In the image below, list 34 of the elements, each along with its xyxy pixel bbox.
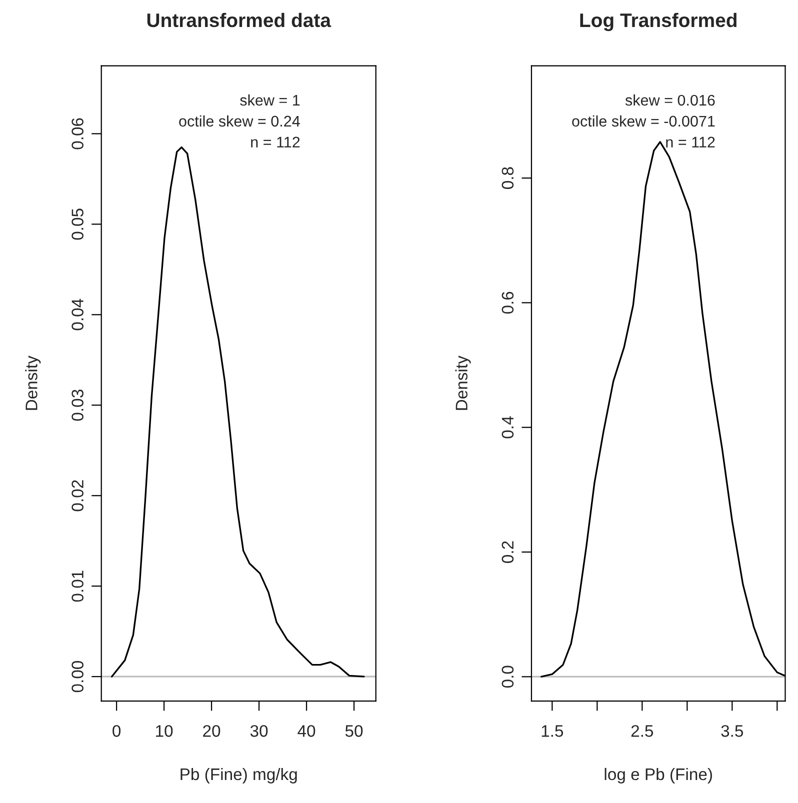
x-tick-label: 3.5: [721, 725, 744, 737]
y-axis-title: Density: [25, 356, 41, 410]
y-tick-label: 0.0: [502, 666, 514, 688]
y-axis-title: Density: [455, 356, 471, 410]
y-tick-label: 0.05: [72, 208, 84, 240]
chart-title: Log Transformed: [580, 12, 736, 32]
y-tick-label: 0.6: [502, 292, 514, 314]
x-axis-title: log e Pb (Fine): [604, 768, 712, 784]
y-tick-label: 0.02: [72, 480, 84, 512]
y-tick-label: 0.4: [502, 416, 514, 438]
x-tick-label: 40: [298, 725, 316, 737]
annotation: n = 112: [666, 136, 715, 148]
annotation: octile skew = -0.0071: [572, 115, 715, 127]
annotation: n = 112: [251, 136, 300, 148]
y-tick-label: 0.01: [72, 570, 84, 602]
y-tick-label: 0.00: [72, 661, 84, 692]
chart-title: Untransformed data: [147, 12, 332, 28]
annotation: octile skew = 0.24: [179, 115, 300, 127]
x-tick-label: 0: [112, 725, 121, 737]
x-tick-label: 10: [156, 725, 173, 737]
y-tick-label: 0.03: [72, 390, 84, 421]
line-series: [110, 146, 365, 678]
x-tick-label: 2.5: [631, 725, 654, 737]
y-tick-label: 0.2: [502, 541, 514, 563]
x-tick-label: 30: [250, 725, 268, 737]
x-tick-label: 50: [345, 725, 363, 737]
y-tick-label: 0.06: [72, 118, 84, 150]
annotation: skew = 0.016: [625, 94, 715, 106]
y-tick-label: 0.04: [72, 298, 84, 330]
x-tick-label: 1.5: [542, 725, 564, 737]
x-axis-title: Pb (Fine) mg/kg: [180, 768, 297, 784]
y-tick-label: 0.8: [502, 167, 514, 189]
x-tick-label: 20: [203, 725, 220, 737]
annotation: skew = 1: [240, 94, 300, 106]
